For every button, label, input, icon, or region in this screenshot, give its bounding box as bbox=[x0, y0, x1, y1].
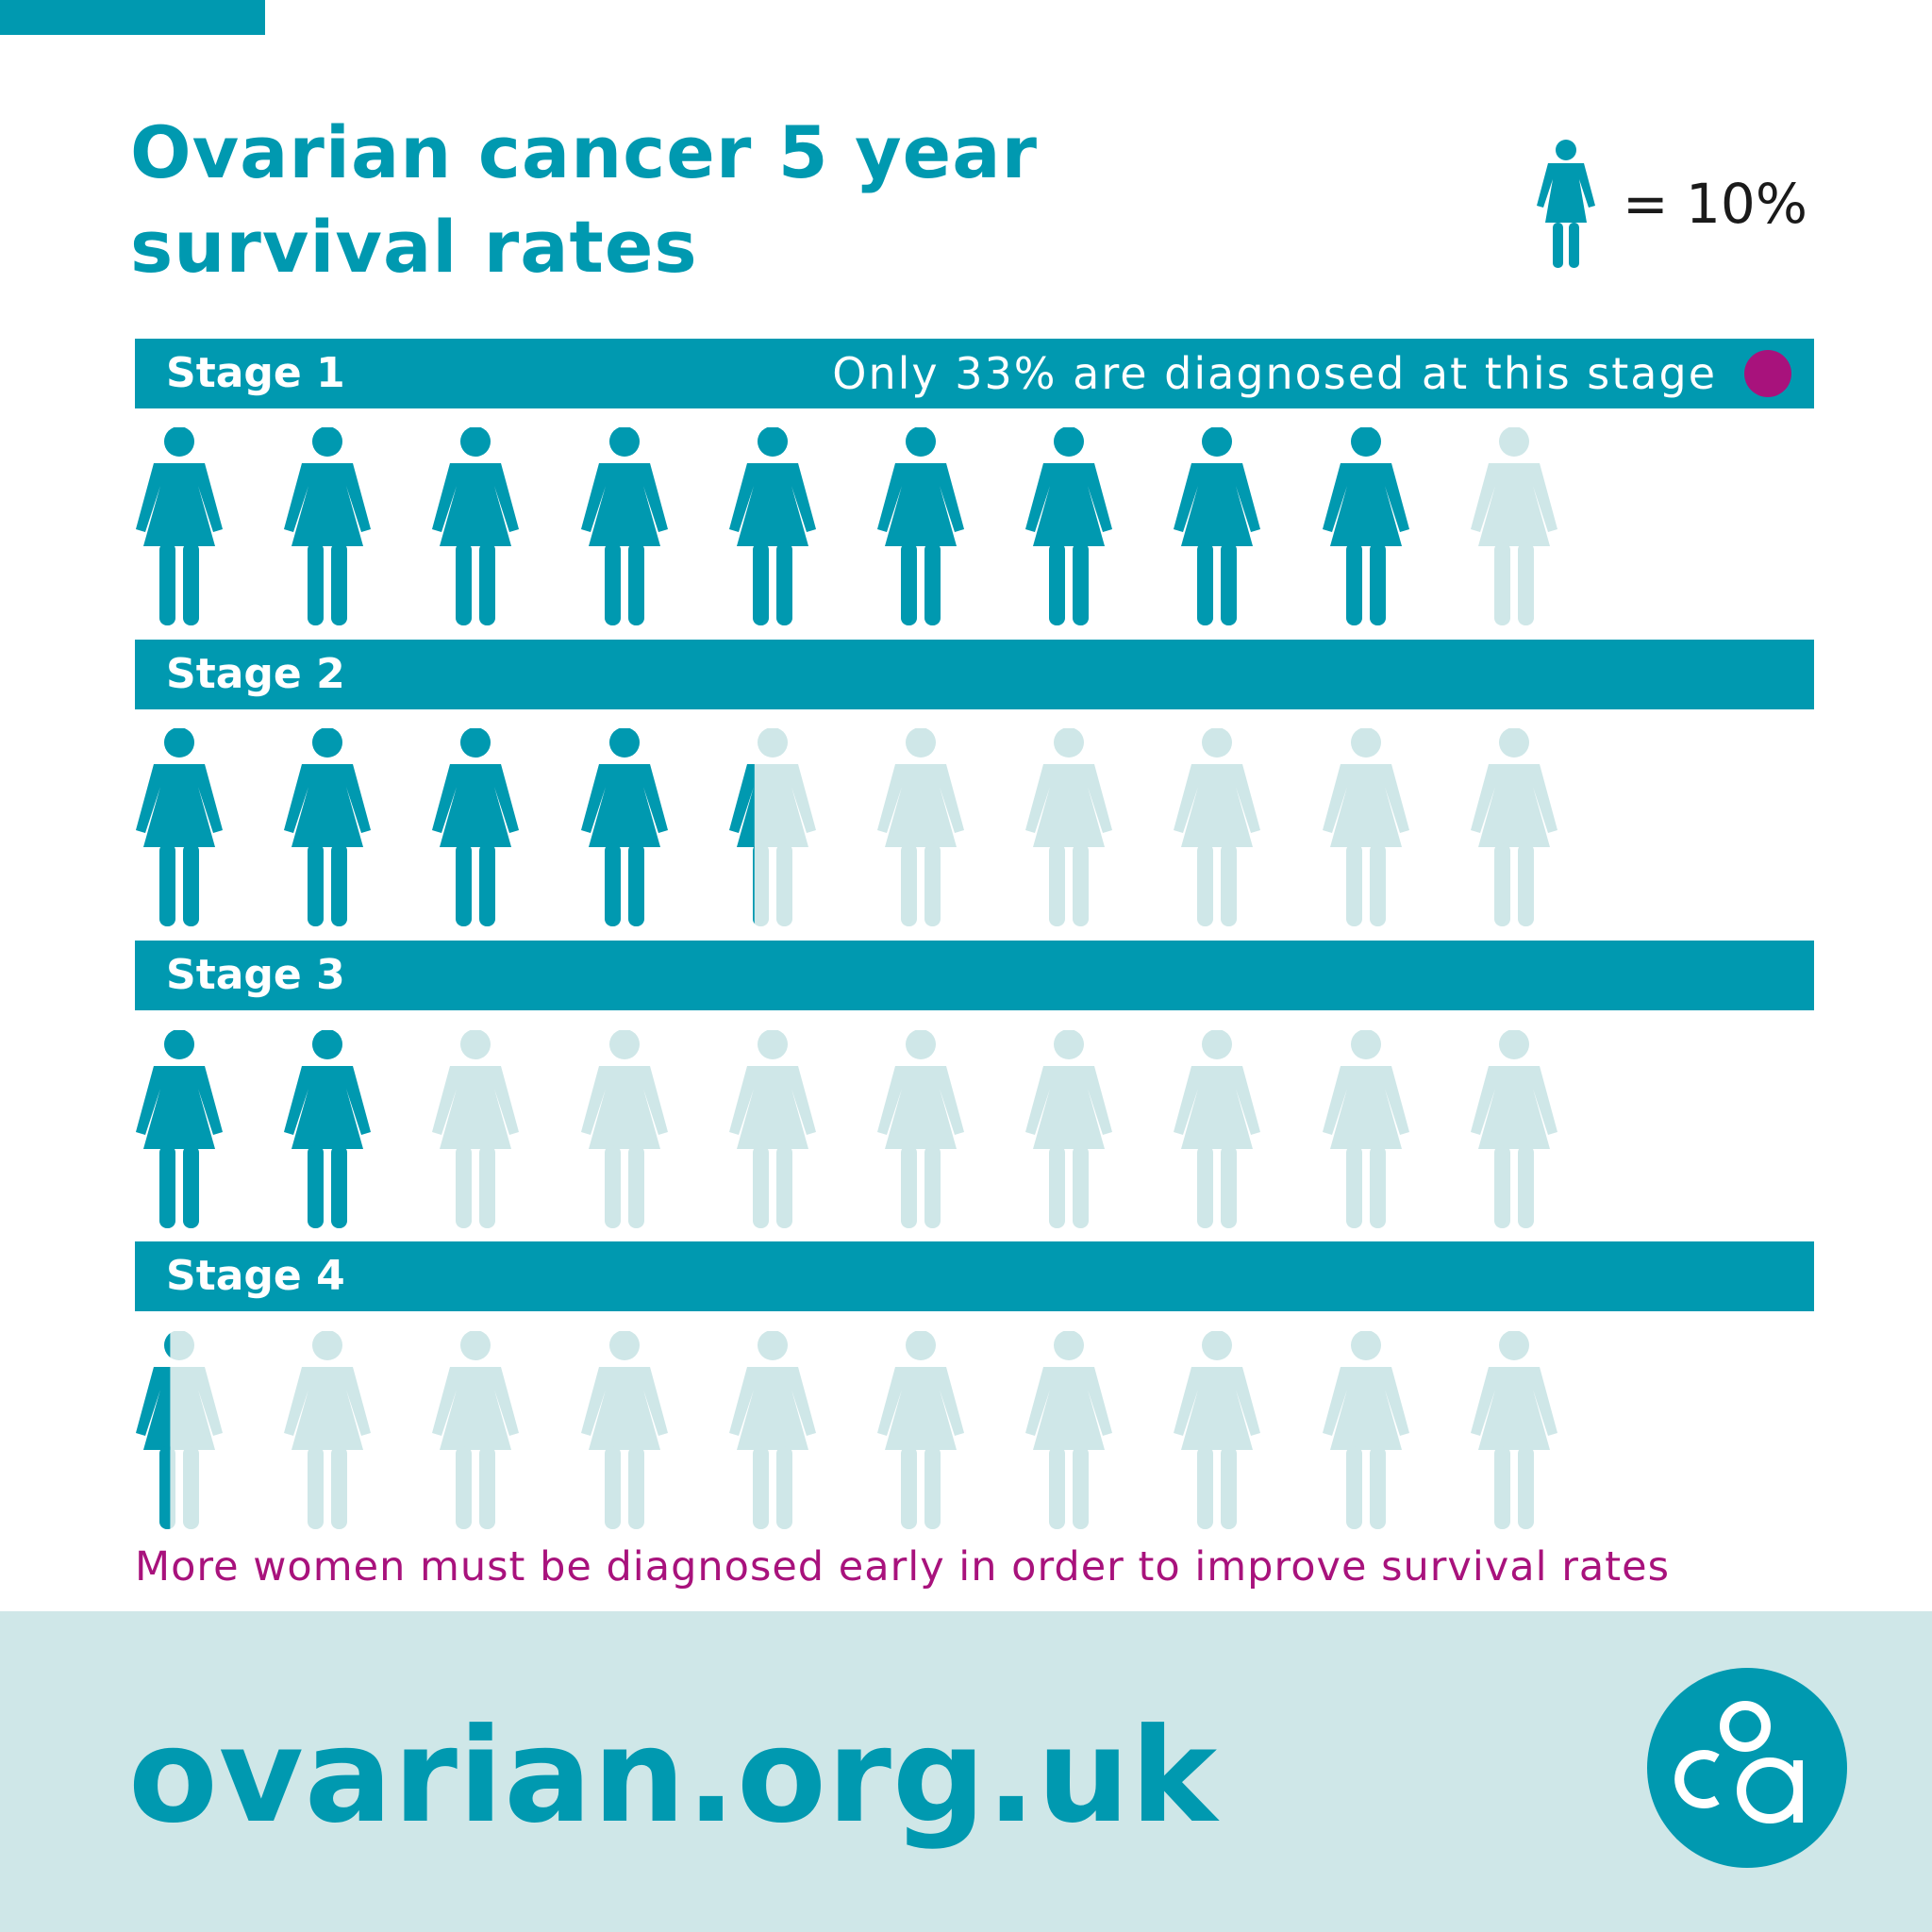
woman-figure-icon bbox=[1025, 1030, 1113, 1228]
legend: = 10% bbox=[1536, 140, 1857, 268]
chart-title: Ovarian cancer 5 year survival rates bbox=[130, 106, 1038, 294]
woman-figure-icon bbox=[284, 1331, 372, 1529]
woman-figure-icon bbox=[432, 427, 520, 625]
woman-figure-icon bbox=[1025, 728, 1113, 926]
woman-figure-icon bbox=[728, 427, 816, 625]
woman-figure-icon bbox=[728, 728, 816, 926]
figures-row-stage-2 bbox=[0, 728, 1932, 926]
stage-label: Stage 3 bbox=[166, 951, 345, 999]
woman-figure-icon bbox=[136, 1331, 223, 1529]
woman-figure-icon bbox=[1322, 728, 1409, 926]
woman-figure-icon bbox=[284, 1030, 372, 1228]
woman-figure-icon bbox=[1470, 427, 1557, 625]
woman-figure-icon bbox=[728, 1331, 816, 1529]
woman-figure-icon bbox=[1470, 1331, 1557, 1529]
woman-figure-icon bbox=[877, 1030, 964, 1228]
stage-bar-3: Stage 3 bbox=[135, 941, 1814, 1010]
oca-logo-icon bbox=[1647, 1668, 1847, 1868]
woman-figure-icon bbox=[1174, 1331, 1261, 1529]
title-line-1: Ovarian cancer 5 year bbox=[130, 110, 1038, 194]
woman-figure-icon bbox=[1174, 1030, 1261, 1228]
woman-figure-icon bbox=[728, 1030, 816, 1228]
woman-figure-icon bbox=[580, 1331, 668, 1529]
woman-figure-icon bbox=[1174, 728, 1261, 926]
woman-figure-icon bbox=[136, 1030, 223, 1228]
stage-label: Stage 4 bbox=[166, 1252, 345, 1300]
woman-figure-icon bbox=[1322, 1030, 1409, 1228]
magenta-dot-icon bbox=[1744, 350, 1791, 397]
top-accent-bar bbox=[0, 0, 265, 35]
woman-figure-icon bbox=[1174, 427, 1261, 625]
woman-figure-icon bbox=[284, 427, 372, 625]
title-line-2: survival rates bbox=[130, 205, 698, 289]
woman-figure-icon bbox=[136, 427, 223, 625]
woman-figure-icon bbox=[580, 728, 668, 926]
woman-figure-icon bbox=[432, 1030, 520, 1228]
footer: ovarian.org.uk bbox=[0, 1611, 1932, 1932]
stage-bar-1: Stage 1 Only 33% are diagnosed at this s… bbox=[135, 339, 1814, 408]
figures-row-stage-4 bbox=[0, 1331, 1932, 1529]
woman-figure-icon bbox=[136, 728, 223, 926]
stage-label: Stage 1 bbox=[166, 349, 345, 397]
stage-label: Stage 2 bbox=[166, 650, 345, 698]
woman-figure-icon bbox=[877, 728, 964, 926]
woman-figure-icon bbox=[580, 427, 668, 625]
bottom-note: More women must be diagnosed early in or… bbox=[135, 1543, 1670, 1591]
woman-figure-icon bbox=[1025, 427, 1113, 625]
woman-figure-icon bbox=[1322, 1331, 1409, 1529]
stage-1-note: Only 33% are diagnosed at this stage bbox=[832, 348, 1717, 399]
woman-figure-icon bbox=[432, 728, 520, 926]
woman-figure-icon bbox=[1025, 1331, 1113, 1529]
woman-figure-icon bbox=[284, 728, 372, 926]
woman-figure-icon bbox=[1470, 1030, 1557, 1228]
legend-label: = 10% bbox=[1623, 172, 1807, 236]
woman-figure-icon bbox=[1322, 427, 1409, 625]
woman-figure-icon bbox=[432, 1331, 520, 1529]
legend-woman-icon bbox=[1537, 140, 1595, 268]
figures-row-stage-3 bbox=[0, 1030, 1932, 1228]
woman-figure-icon bbox=[580, 1030, 668, 1228]
website-url: ovarian.org.uk bbox=[128, 1700, 1219, 1852]
figures-row-stage-1 bbox=[0, 427, 1932, 625]
woman-figure-icon bbox=[877, 1331, 964, 1529]
stage-bar-2: Stage 2 bbox=[135, 640, 1814, 709]
woman-figure-icon bbox=[877, 427, 964, 625]
woman-figure-icon bbox=[1470, 728, 1557, 926]
stage-bar-4: Stage 4 bbox=[135, 1241, 1814, 1311]
